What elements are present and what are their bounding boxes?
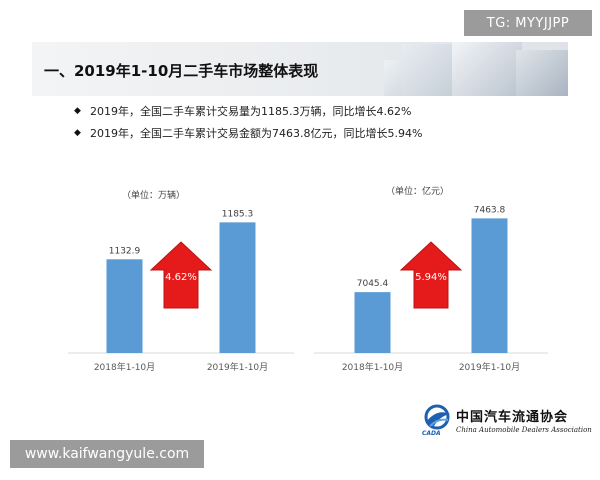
logo-cn-name: 中国汽车流通协会 [456, 410, 569, 425]
cada-emblem-icon [424, 404, 450, 430]
category-tick-label: 2019年1-10月 [207, 361, 268, 373]
page-title: 一、2019年1-10月二手车市场整体表现 [44, 62, 319, 80]
bar [471, 218, 508, 353]
volume-bar-chart: 1132.9 2018年1-10月 1185.3 2019年1-10月 4.62% [68, 209, 294, 373]
data-label: 1132.9 [109, 246, 141, 256]
chart-unit-label: （单位：亿元） [386, 187, 450, 197]
bullet-item: ◆ 2019年，全国二手车累计交易金额为7463.8亿元，同比增长5.94% [74, 122, 422, 144]
logo-abbr: CADA [422, 430, 441, 437]
data-label: 7045.4 [357, 279, 389, 289]
bar [354, 292, 391, 353]
growth-rate-label: 4.62% [165, 272, 197, 283]
category-tick-label: 2018年1-10月 [342, 361, 403, 373]
bullet-text: 2019年，全国二手车累计交易金额为7463.8亿元，同比增长5.94% [90, 127, 423, 140]
bullet-text: 2019年，全国二手车累计交易量为1185.3万辆，同比增长4.62% [90, 105, 412, 118]
category-tick-label: 2019年1-10月 [459, 361, 520, 373]
growth-arrow: 4.62% [149, 241, 213, 309]
decor-cube [516, 50, 568, 96]
decor-cube [452, 42, 522, 96]
bar [106, 259, 143, 353]
amount-bar-chart: 7045.4 2018年1-10月 7463.8 2019年1-10月 5.94% [314, 205, 548, 373]
decor-cube [402, 44, 460, 96]
watermark-url: www.kaifwangyule.com [10, 440, 204, 468]
watermark-top-right: TG: MYYJJPP [464, 10, 592, 36]
up-arrow-icon [149, 241, 213, 309]
diamond-bullet-icon: ◆ [74, 106, 81, 116]
logo-en-name: China Automobile Dealers Association [456, 426, 592, 434]
data-label: 1185.3 [222, 209, 254, 219]
data-label: 7463.8 [474, 205, 506, 215]
header-decoration [378, 42, 568, 96]
cada-logo: CADA 中国汽车流通协会 China Automobile Dealers A… [420, 404, 592, 440]
bar [219, 222, 256, 353]
category-tick-label: 2018年1-10月 [94, 361, 155, 373]
up-arrow-icon [399, 241, 463, 309]
bullet-item: ◆ 2019年，全国二手车累计交易量为1185.3万辆，同比增长4.62% [74, 100, 422, 122]
growth-rate-label: 5.94% [415, 272, 447, 283]
chart-unit-label: （单位：万辆） [122, 191, 186, 201]
diamond-bullet-icon: ◆ [74, 128, 81, 138]
growth-arrow: 5.94% [399, 241, 463, 309]
header-band [32, 42, 568, 96]
bullet-list: ◆ 2019年，全国二手车累计交易量为1185.3万辆，同比增长4.62% ◆ … [74, 100, 422, 144]
